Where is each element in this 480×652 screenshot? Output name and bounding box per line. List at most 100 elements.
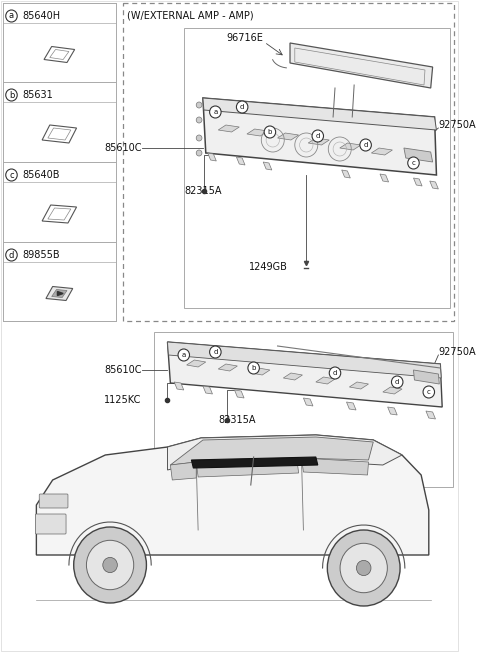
- Polygon shape: [263, 162, 272, 170]
- Circle shape: [327, 530, 400, 606]
- Circle shape: [196, 135, 202, 141]
- Polygon shape: [290, 43, 432, 88]
- Text: b: b: [268, 129, 272, 135]
- Circle shape: [196, 117, 202, 123]
- Text: 85640H: 85640H: [22, 11, 60, 21]
- Text: b: b: [9, 91, 14, 100]
- Text: 92750A: 92750A: [438, 120, 476, 130]
- Text: a: a: [9, 12, 14, 20]
- FancyBboxPatch shape: [39, 494, 68, 508]
- Text: 1125KC: 1125KC: [104, 395, 142, 405]
- Text: d: d: [395, 379, 399, 385]
- Text: d: d: [363, 142, 368, 148]
- Polygon shape: [308, 138, 329, 145]
- Polygon shape: [430, 181, 438, 189]
- Text: 1249GB: 1249GB: [249, 262, 288, 272]
- Circle shape: [6, 169, 17, 181]
- Polygon shape: [349, 382, 369, 389]
- Text: d: d: [240, 104, 244, 110]
- Polygon shape: [168, 342, 442, 407]
- Text: d: d: [315, 133, 320, 139]
- Circle shape: [408, 157, 419, 169]
- Circle shape: [196, 150, 202, 156]
- Circle shape: [6, 89, 17, 101]
- Text: d: d: [333, 370, 337, 376]
- Polygon shape: [208, 153, 216, 161]
- Bar: [122, 3, 454, 321]
- Polygon shape: [36, 435, 429, 555]
- Polygon shape: [218, 364, 238, 371]
- Circle shape: [103, 557, 117, 572]
- Polygon shape: [52, 289, 67, 297]
- Polygon shape: [283, 373, 302, 380]
- Text: a: a: [181, 352, 186, 358]
- Text: 89855B: 89855B: [22, 250, 60, 260]
- Circle shape: [392, 376, 403, 388]
- Circle shape: [178, 349, 190, 361]
- Polygon shape: [342, 170, 350, 178]
- Circle shape: [360, 139, 372, 151]
- Bar: [154, 332, 453, 487]
- Polygon shape: [237, 157, 245, 165]
- Circle shape: [6, 249, 17, 261]
- Polygon shape: [372, 148, 393, 155]
- Polygon shape: [196, 458, 299, 477]
- Polygon shape: [404, 148, 432, 162]
- Text: d: d: [9, 250, 14, 259]
- Polygon shape: [303, 398, 313, 406]
- Text: b: b: [252, 365, 256, 371]
- Text: c: c: [411, 160, 415, 166]
- Text: c: c: [9, 171, 14, 179]
- Polygon shape: [46, 286, 73, 301]
- Text: c: c: [427, 389, 431, 395]
- Polygon shape: [218, 125, 240, 132]
- Polygon shape: [316, 377, 335, 384]
- Circle shape: [86, 541, 134, 589]
- Circle shape: [357, 561, 371, 576]
- Polygon shape: [380, 174, 389, 182]
- Text: 85640B: 85640B: [22, 170, 60, 180]
- Circle shape: [340, 543, 387, 593]
- Text: a: a: [213, 109, 217, 115]
- Circle shape: [196, 102, 202, 108]
- Polygon shape: [301, 458, 369, 475]
- Text: 82315A: 82315A: [185, 186, 222, 196]
- Text: 85631: 85631: [22, 90, 53, 100]
- Polygon shape: [413, 370, 439, 384]
- Text: (W/EXTERNAL AMP - AMP): (W/EXTERNAL AMP - AMP): [127, 11, 254, 21]
- Polygon shape: [347, 402, 356, 410]
- FancyBboxPatch shape: [36, 514, 66, 534]
- Text: 85610C: 85610C: [104, 365, 142, 375]
- Text: d: d: [213, 349, 217, 355]
- Polygon shape: [413, 178, 422, 186]
- Polygon shape: [426, 411, 435, 419]
- Bar: [184, 28, 450, 308]
- Text: 92750A: 92750A: [438, 347, 476, 357]
- Circle shape: [248, 362, 259, 374]
- Circle shape: [329, 367, 341, 379]
- Text: 96716E: 96716E: [226, 33, 263, 43]
- Polygon shape: [170, 462, 196, 480]
- Polygon shape: [170, 437, 373, 465]
- Circle shape: [264, 126, 276, 138]
- Circle shape: [312, 130, 324, 142]
- Polygon shape: [192, 457, 318, 468]
- Polygon shape: [235, 390, 244, 398]
- Circle shape: [6, 10, 17, 22]
- Polygon shape: [251, 368, 270, 375]
- Polygon shape: [203, 98, 436, 175]
- Polygon shape: [168, 435, 402, 470]
- Circle shape: [423, 386, 434, 398]
- Polygon shape: [58, 291, 63, 295]
- Polygon shape: [168, 342, 441, 378]
- Polygon shape: [203, 386, 213, 394]
- Polygon shape: [383, 387, 402, 394]
- Polygon shape: [174, 382, 184, 390]
- Circle shape: [74, 527, 146, 603]
- Circle shape: [210, 346, 221, 358]
- Text: 85610C: 85610C: [104, 143, 142, 153]
- Bar: [3, 3, 116, 321]
- Polygon shape: [187, 360, 206, 367]
- Text: 82315A: 82315A: [218, 415, 256, 425]
- Circle shape: [210, 106, 221, 118]
